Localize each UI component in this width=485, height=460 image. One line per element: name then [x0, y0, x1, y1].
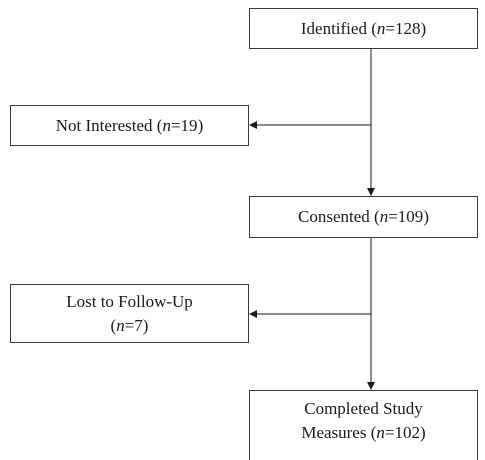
not-interested-label: Not Interested [55, 115, 153, 135]
not-interested-box: Not Interested (n=19) [10, 105, 249, 146]
consented-label: Consented [298, 207, 370, 226]
completed-study-measures-box: Completed Study Measures (n=102) [249, 390, 478, 460]
lost-to-follow-up-box: Lost to Follow-Up (n=7) [10, 284, 249, 343]
consented-box: Consented (n=109) [249, 196, 478, 238]
lost-to-follow-up-count-line: (n=7) [110, 315, 149, 335]
completed-text: Completed Study Measures (n=102) [301, 397, 425, 445]
identified-n-symbol: n [376, 18, 386, 38]
identified-box: Identified (n=128) [249, 8, 478, 49]
lost-to-follow-up-label: Lost to Follow-Up [66, 291, 193, 311]
lost-to-follow-up-text: Lost to Follow-Up (n=7) [66, 290, 193, 338]
completed-label-line2: Measures [301, 423, 367, 442]
identified-count: =128 [385, 18, 421, 38]
completed-label-line2-wrap: Measures (n=102) [301, 423, 426, 442]
completed-label-line1: Completed Study [304, 399, 423, 418]
not-interested-count: =19 [170, 115, 198, 135]
not-interested-n-symbol: n [162, 115, 171, 135]
lost-to-follow-up-count: =7 [124, 315, 143, 335]
consented-text: Consented (n=109) [298, 207, 429, 226]
completed-count: =102 [384, 423, 420, 442]
consented-n-symbol: n [379, 207, 389, 226]
identified-label: Identified [300, 18, 367, 38]
consented-count: =109 [388, 207, 424, 226]
identified-text: Identified (n=128) [300, 18, 427, 38]
not-interested-text: Not Interested (n=19) [55, 115, 204, 135]
completed-n-symbol: n [376, 423, 385, 442]
lost-to-follow-up-n-symbol: n [116, 315, 125, 335]
